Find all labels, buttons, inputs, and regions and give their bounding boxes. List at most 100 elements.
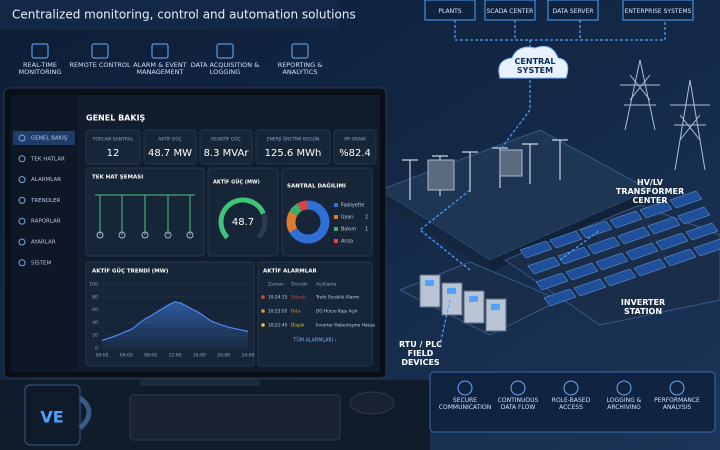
legend-label: Arıza	[341, 239, 353, 245]
cloud	[498, 45, 569, 79]
kpi-card	[199, 129, 253, 165]
insulator	[522, 143, 538, 184]
priority-dot	[261, 295, 265, 299]
x-tick-label: 08:00	[144, 353, 157, 359]
insulator	[462, 151, 478, 192]
x-tick-label: 12:00	[169, 353, 182, 359]
mug-logo: VE	[40, 408, 63, 427]
solar-panel	[609, 210, 643, 229]
kpi-label: TOPLAM SANTRAL	[92, 137, 134, 143]
breaker	[141, 231, 149, 239]
mug-handle	[78, 396, 92, 430]
menu-icon	[18, 217, 26, 225]
central-label: CENTRAL SYSTEM	[514, 57, 556, 76]
feature-icon	[563, 380, 579, 396]
solar-panel	[573, 278, 607, 297]
feature-icon	[616, 380, 632, 396]
cabinet	[463, 290, 485, 324]
donut-segment	[286, 211, 298, 233]
solar-panel	[677, 206, 711, 225]
feature-label: REAL-TIME MONITORING	[18, 61, 62, 77]
system-label: DATA SERVER	[552, 8, 594, 15]
feature-icon	[151, 43, 169, 59]
donut-segment	[289, 203, 302, 216]
alarm-cell: Düşük	[291, 323, 305, 329]
dashboard-title: GENEL BAKIŞ	[86, 114, 146, 123]
system-label: SCADA CENTER	[486, 8, 534, 15]
alarm-cell: İnverter Haberleşme Hatası	[316, 322, 375, 329]
menu-item: SİSTEM	[31, 259, 51, 266]
solar-panel	[669, 190, 703, 209]
kpi-value: 12	[107, 148, 120, 159]
insulator	[402, 159, 418, 200]
breaker	[164, 231, 172, 239]
y-tick-label: 40	[92, 320, 98, 326]
mouse	[349, 391, 395, 415]
feature-icon	[510, 380, 526, 396]
substation-equipment	[402, 139, 568, 200]
solar-panel	[603, 268, 637, 287]
panel-title: SANTRAL DAĞILIMI	[287, 183, 346, 190]
alarm-cell: 10:23:02	[268, 309, 288, 315]
breaker	[186, 231, 194, 239]
system-box	[424, 0, 476, 21]
single-line-diagram	[95, 194, 195, 235]
feature-label: REPORTING & ANALYTICS	[277, 61, 323, 77]
solar-panel	[587, 236, 621, 255]
menu-icon	[18, 134, 26, 142]
menu-icon	[18, 196, 26, 204]
trend-area	[102, 301, 248, 348]
site-label: INVERTER STATION	[620, 298, 666, 317]
feature-label: ALARM & EVENT MANAGEMENT	[133, 61, 187, 77]
panel-title: AKTİF GÜÇ TRENDİ (MW)	[92, 268, 169, 275]
cabinet	[419, 274, 441, 308]
transformer	[427, 159, 455, 191]
menu-item: TRENDLER	[30, 198, 61, 204]
network-links	[419, 20, 666, 346]
solar-panel	[633, 258, 667, 277]
system-label: PLANTS	[438, 8, 462, 15]
alarm-cell: Yüksek	[290, 295, 306, 301]
legend-swatch	[334, 227, 338, 231]
solar-panel	[685, 222, 719, 241]
solar-panel	[595, 252, 629, 271]
cabinet-screen	[447, 288, 456, 294]
feature-label: CONTINUOUS DATA FLOW	[497, 397, 539, 411]
solar-panel	[527, 256, 561, 275]
legend-label: Bakım	[341, 227, 356, 233]
y-tick-label: 20	[92, 333, 98, 339]
header-title: Centralized monitoring, control and auto…	[12, 8, 356, 22]
solar-panel	[535, 272, 569, 291]
towers	[620, 59, 710, 171]
feature-label: REMOTE CONTROL	[69, 61, 131, 69]
legend-swatch	[334, 203, 338, 207]
y-tick-label: 0	[95, 346, 98, 352]
breaker	[96, 231, 104, 239]
cabinets	[419, 274, 507, 332]
cabinet	[485, 298, 507, 332]
legend-swatch	[334, 215, 338, 219]
priority-dot	[261, 323, 265, 327]
alarm-cell: Trafo Sıcaklık Alarmı	[315, 295, 359, 301]
menu-icon	[18, 238, 26, 246]
feature-icon	[291, 43, 309, 59]
panel	[257, 261, 373, 367]
tower	[620, 59, 660, 131]
panel-title: AKTİF ALARMLAR	[263, 268, 317, 275]
solar-panel	[639, 200, 673, 219]
system-box	[547, 0, 599, 21]
kpi-label: REAKTİF GÜÇ	[211, 136, 241, 143]
x-tick-label: 24:00	[242, 353, 255, 359]
feature-icon	[216, 43, 234, 59]
feature-label: PERFORMANCE ANALYSIS	[654, 397, 700, 411]
solar-panel	[663, 248, 697, 267]
kpi-value: %82.4	[339, 148, 371, 159]
legend-label: Faaliyette	[341, 203, 364, 209]
menu-active	[13, 131, 75, 145]
x-tick-label: 04:00	[120, 353, 133, 359]
priority-dot	[261, 309, 265, 313]
legend-label: Uyarı	[341, 215, 354, 221]
column-header: Zaman	[268, 282, 284, 288]
